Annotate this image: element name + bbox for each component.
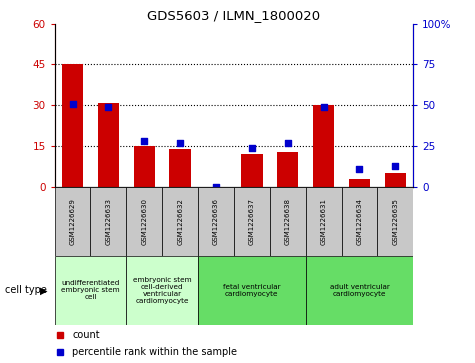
Bar — [126, 187, 162, 256]
Bar — [91, 187, 126, 256]
Bar — [277, 152, 298, 187]
Bar — [385, 173, 406, 187]
Bar — [126, 256, 198, 325]
Text: GSM1226630: GSM1226630 — [141, 198, 147, 245]
Text: cell type: cell type — [5, 285, 47, 295]
Bar — [62, 65, 83, 187]
Bar — [198, 187, 234, 256]
Text: GSM1226638: GSM1226638 — [285, 198, 291, 245]
Bar — [55, 256, 126, 325]
Bar — [170, 149, 191, 187]
Bar — [349, 179, 370, 187]
Text: GSM1226634: GSM1226634 — [356, 198, 362, 245]
Text: GSM1226636: GSM1226636 — [213, 198, 219, 245]
Bar — [241, 154, 263, 187]
Text: GSM1226635: GSM1226635 — [392, 198, 399, 245]
Bar — [133, 146, 155, 187]
Text: GSM1226632: GSM1226632 — [177, 198, 183, 245]
Text: fetal ventricular
cardiomyocyte: fetal ventricular cardiomyocyte — [223, 284, 281, 297]
Text: GSM1226633: GSM1226633 — [105, 198, 112, 245]
Bar — [378, 187, 413, 256]
Bar — [313, 105, 334, 187]
Point — [320, 104, 327, 110]
Text: embryonic stem
cell-derived
ventricular
cardiomyocyte: embryonic stem cell-derived ventricular … — [133, 277, 191, 304]
Text: undifferentiated
embryonic stem
cell: undifferentiated embryonic stem cell — [61, 280, 120, 301]
Text: GSM1226631: GSM1226631 — [321, 198, 327, 245]
Bar — [198, 256, 306, 325]
Point — [248, 145, 256, 151]
Text: count: count — [72, 330, 100, 340]
Bar — [342, 187, 378, 256]
Bar — [98, 102, 119, 187]
Point — [176, 140, 184, 146]
Bar — [234, 187, 270, 256]
Bar — [306, 187, 342, 256]
Point — [391, 163, 399, 168]
Text: GSM1226629: GSM1226629 — [69, 198, 76, 245]
Text: ▶: ▶ — [40, 285, 48, 295]
Text: percentile rank within the sample: percentile rank within the sample — [72, 347, 237, 358]
Title: GDS5603 / ILMN_1800020: GDS5603 / ILMN_1800020 — [147, 9, 321, 23]
Bar — [306, 256, 413, 325]
Point — [284, 140, 292, 146]
Point — [212, 184, 220, 190]
Text: GSM1226637: GSM1226637 — [249, 198, 255, 245]
Bar — [270, 187, 306, 256]
Text: adult ventricular
cardiomyocyte: adult ventricular cardiomyocyte — [330, 284, 390, 297]
Point — [141, 138, 148, 144]
Bar — [162, 187, 198, 256]
Point — [104, 104, 112, 110]
Bar — [55, 187, 91, 256]
Point — [69, 101, 76, 106]
Point — [356, 166, 363, 172]
